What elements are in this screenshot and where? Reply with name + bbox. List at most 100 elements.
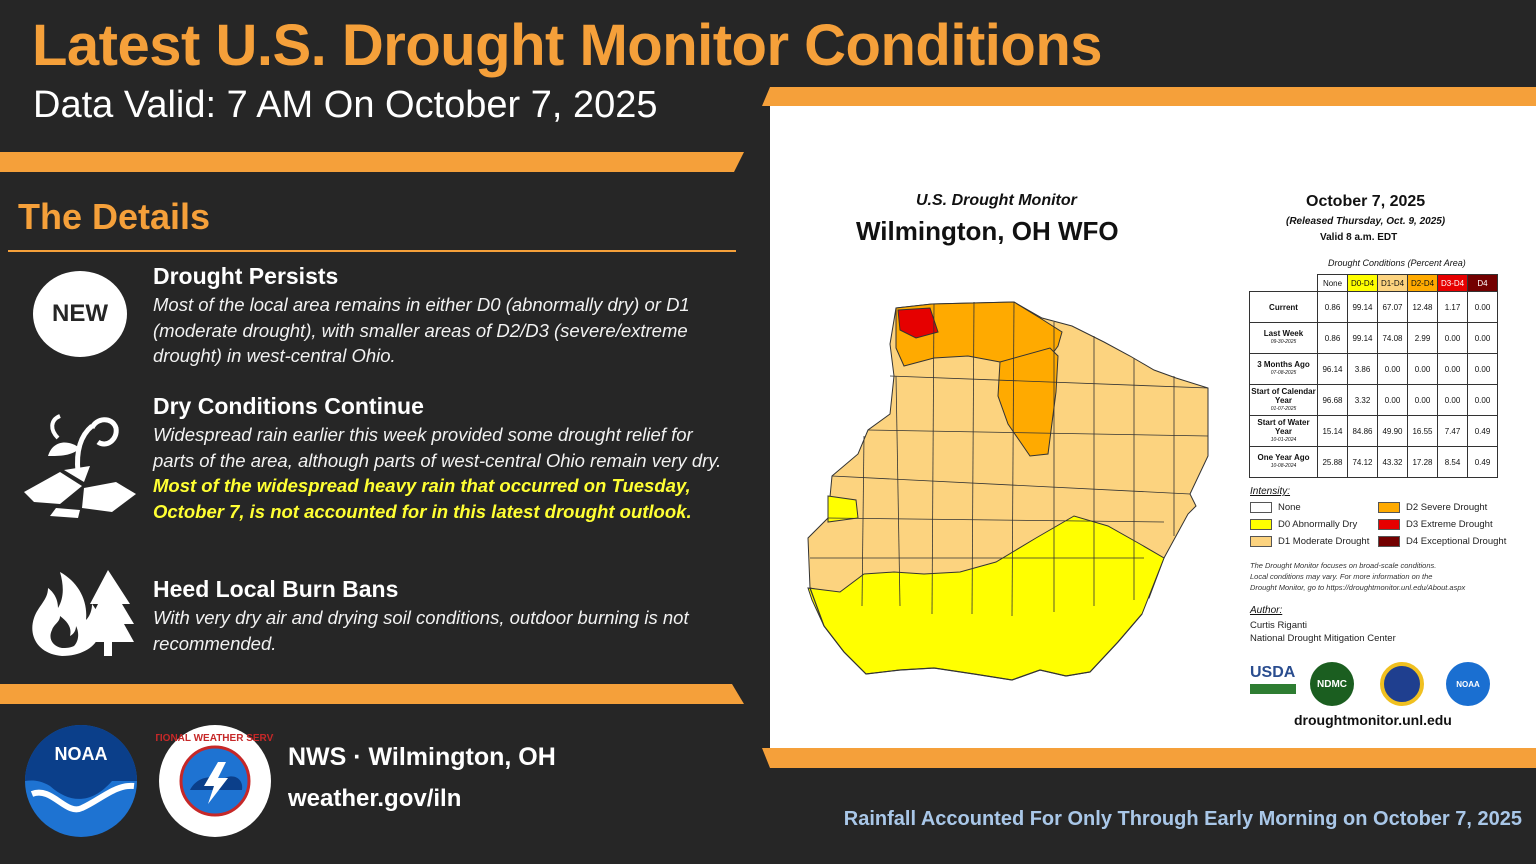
page-title: Latest U.S. Drought Monitor Conditions [32, 13, 1103, 78]
table-cell: 17.28 [1407, 446, 1438, 478]
table-cell: 1.17 [1437, 291, 1468, 323]
monitor-title: U.S. Drought Monitor [916, 192, 1077, 209]
table-cell: 0.00 [1377, 353, 1408, 385]
table-cell: 16.55 [1407, 415, 1438, 447]
table-cell: 8.54 [1437, 446, 1468, 478]
noaa-logo: NOAA [25, 725, 137, 837]
table-cell: 2.99 [1407, 322, 1438, 354]
table-row: Last Week 09-30-2025 0.86 99.14 74.08 2.99 0.0… [1249, 322, 1498, 354]
table-cell: 0.86 [1317, 322, 1348, 354]
table-cell: 0.00 [1377, 384, 1408, 416]
table-cell: 99.14 [1347, 322, 1378, 354]
new-badge-icon: NEW [33, 271, 127, 357]
row-label: One Year Ago 10-08-2024 [1249, 446, 1318, 478]
usda-logo: USDA [1250, 664, 1296, 681]
col-header: D0-D4 [1347, 274, 1378, 292]
drought-monitor-url: droughtmonitor.unl.edu [1294, 712, 1452, 728]
table-cell: 0.86 [1317, 291, 1348, 323]
table-cell: 0.00 [1467, 322, 1498, 354]
table-cell: 0.00 [1437, 353, 1468, 385]
usda-logo-bar [1250, 684, 1296, 694]
heavy-rain-highlight: Most of the widespread heavy rain that o… [153, 475, 692, 522]
row-label-date: 07-08-2025 [1270, 370, 1297, 376]
col-header: D1-D4 [1377, 274, 1408, 292]
row-label: Start of Calendar Year 01-07-2025 [1249, 384, 1318, 416]
legend-swatch-d0 [1250, 519, 1272, 530]
legend-label: D3 Extreme Drought [1406, 519, 1493, 530]
row-label-date: 10-01-2024 [1270, 436, 1297, 443]
region-title: Wilmington, OH WFO [856, 216, 1119, 246]
table-cell: 0.00 [1467, 353, 1498, 385]
legend-label: D1 Moderate Drought [1278, 536, 1370, 547]
noaa-logo-text: NOAA [55, 744, 108, 764]
drought-stats-table: None D0-D4 D1-D4 D2-D4 D3-D4 D4 Current 0… [1249, 274, 1498, 478]
row-label: 3 Months Ago 07-08-2025 [1249, 353, 1318, 385]
table-cell: 0.49 [1467, 446, 1498, 478]
table-cell: 99.14 [1347, 291, 1378, 323]
valid-time: Valid 8 a.m. EDT [1320, 232, 1398, 243]
table-caption: Drought Conditions (Percent Area) [1328, 258, 1466, 268]
row-label-text: One Year Ago [1257, 453, 1310, 462]
table-cell: 0.00 [1437, 384, 1468, 416]
table-cell: 0.00 [1407, 384, 1438, 416]
row-label-text: Start of Water Year [1257, 417, 1310, 436]
table-cell: 3.32 [1347, 384, 1378, 416]
disclaimer-line: The Drought Monitor focuses on broad-sca… [1250, 561, 1437, 570]
row-label-text: Last Week [1263, 329, 1304, 338]
author-org: National Drought Mitigation Center [1250, 633, 1396, 644]
item-title-dry-conditions: Dry Conditions Continue [153, 393, 424, 419]
legend-label: None [1278, 502, 1301, 513]
item-body-burn-bans: With very dry air and drying soil condit… [153, 607, 689, 654]
row-label: Start of Water Year 10-01-2024 [1249, 415, 1318, 447]
table-cell: 67.07 [1377, 291, 1408, 323]
disclaimer-line: Drought Monitor, go to https://droughtmo… [1250, 583, 1466, 592]
table-cell: 12.48 [1407, 291, 1438, 323]
col-header: None [1317, 274, 1348, 292]
table-cell: 49.90 [1377, 415, 1408, 447]
rainfall-note: Rainfall Accounted For Only Through Earl… [843, 808, 1522, 830]
office-website[interactable]: weather.gov/iln [288, 785, 462, 812]
row-label-date: 09-30-2025 [1270, 339, 1297, 345]
table-cell: 0.00 [1437, 322, 1468, 354]
noaa-small-logo: NOAA [1446, 662, 1490, 706]
dry-plant-icon [24, 414, 136, 518]
legend-label: D2 Severe Drought [1406, 502, 1488, 513]
table-cell: 74.08 [1377, 322, 1408, 354]
table-cell: 0.49 [1467, 415, 1498, 447]
table-cell: 84.86 [1347, 415, 1378, 447]
table-cell: 3.86 [1347, 353, 1378, 385]
legend-swatch-d2 [1378, 502, 1400, 513]
table-cell: 0.00 [1467, 291, 1498, 323]
table-row: Start of Calendar Year 01-07-2025 96.68 3.3… [1249, 384, 1498, 416]
row-label-text: Current [1269, 302, 1298, 312]
author-name: Curtis Riganti [1250, 620, 1308, 631]
item-title-burn-bans: Heed Local Burn Bans [153, 576, 399, 602]
table-cell: 96.68 [1317, 384, 1348, 416]
ndmc-logo: NDMC [1310, 662, 1354, 706]
data-valid-subtitle: Data Valid: 7 AM On October 7, 2025 [33, 84, 658, 126]
legend-swatch-d1 [1250, 536, 1272, 547]
item-title-drought-persists: Drought Persists [153, 263, 339, 289]
legend-swatch-d3 [1378, 519, 1400, 530]
intensity-label: Intensity: [1250, 486, 1291, 497]
table-cell: 25.88 [1317, 446, 1348, 478]
map-date: October 7, 2025 [1306, 193, 1426, 210]
row-label: Last Week 09-30-2025 [1249, 322, 1318, 354]
table-row: Current 0.86 99.14 67.07 12.48 1.17 0.00 [1249, 291, 1498, 323]
table-row: 3 Months Ago 07-08-2025 96.14 3.86 0.00 0.00 0… [1249, 353, 1498, 385]
col-header: D2-D4 [1407, 274, 1438, 292]
col-header: D3-D4 [1437, 274, 1468, 292]
table-cell: 15.14 [1317, 415, 1348, 447]
item-body-drought-persists: Most of the local area remains in either… [153, 294, 690, 366]
table-row: One Year Ago 10-08-2024 25.88 74.12 43.32 17.… [1249, 446, 1498, 478]
item-body-dry-conditions-text: Widespread rain earlier this week provid… [153, 424, 722, 471]
released-date: (Released Thursday, Oct. 9, 2025) [1286, 216, 1446, 227]
nws-logo-text: NATIONAL WEATHER SERVICE [156, 733, 274, 744]
table-cell: 43.32 [1377, 446, 1408, 478]
details-heading: The Details [18, 196, 211, 237]
drought-region-map [807, 301, 1209, 681]
fire-tree-icon [32, 570, 134, 656]
row-label-text: Start of Calendar Year [1251, 386, 1316, 405]
legend-swatch-none [1250, 502, 1272, 513]
